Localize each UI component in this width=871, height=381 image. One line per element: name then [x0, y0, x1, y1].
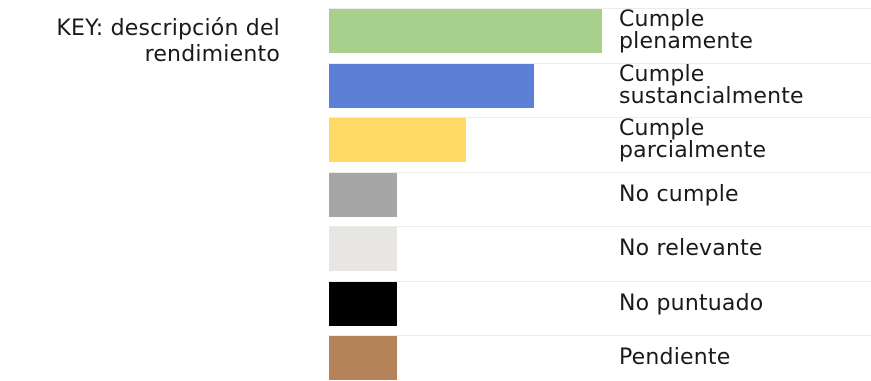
- legend-divider: [329, 281, 871, 282]
- legend-label: No cumple: [619, 172, 871, 218]
- legend-label-line: sustancialmente: [619, 84, 804, 109]
- legend-swatch: [329, 173, 397, 217]
- legend-label: No puntuado: [619, 281, 871, 327]
- legend-label-line: No relevante: [619, 236, 763, 261]
- legend-label-line: parcialmente: [619, 138, 767, 163]
- legend-swatch: [329, 64, 534, 108]
- legend-item: Pendiente: [329, 335, 871, 381]
- legend-swatch: [329, 282, 397, 326]
- legend-divider: [329, 117, 871, 118]
- legend-item: No puntuado: [329, 281, 871, 327]
- legend-label-line: Cumple: [619, 116, 705, 141]
- key-title-line-2: rendimiento: [144, 42, 280, 67]
- key-title: KEY: descripción del rendimiento: [0, 16, 280, 68]
- legend-item: Cumple parcialmente: [329, 117, 871, 163]
- legend-label-line: plenamente: [619, 29, 754, 54]
- legend-divider: [329, 335, 871, 336]
- legend-label-line: No puntuado: [619, 291, 764, 316]
- legend-divider: [329, 172, 871, 173]
- legend-item: No cumple: [329, 172, 871, 218]
- legend-swatch: [329, 336, 397, 380]
- legend-label-line: No cumple: [619, 182, 739, 207]
- legend-swatch: [329, 227, 397, 271]
- key-title-line-1: KEY: descripción del: [56, 16, 280, 41]
- legend-label-line: Pendiente: [619, 345, 731, 370]
- legend-label: Cumple plenamente: [619, 8, 871, 54]
- legend-swatch: [329, 9, 602, 53]
- legend-item: Cumple plenamente: [329, 8, 871, 54]
- legend-divider: [329, 8, 871, 9]
- performance-legend: Cumple plenamente Cumple sustancialmente Cum…: [329, 8, 871, 380]
- legend-label: Cumple parcialmente: [619, 117, 871, 163]
- legend-label: No relevante: [619, 226, 871, 272]
- legend-label: Cumple sustancialmente: [619, 63, 871, 109]
- legend-item: Cumple sustancialmente: [329, 63, 871, 109]
- legend-item: No relevante: [329, 226, 871, 272]
- legend-label: Pendiente: [619, 335, 871, 381]
- legend-divider: [329, 63, 871, 64]
- legend-label-line: Cumple: [619, 7, 705, 32]
- legend-divider: [329, 226, 871, 227]
- legend-swatch: [329, 118, 466, 162]
- legend-label-line: Cumple: [619, 62, 705, 87]
